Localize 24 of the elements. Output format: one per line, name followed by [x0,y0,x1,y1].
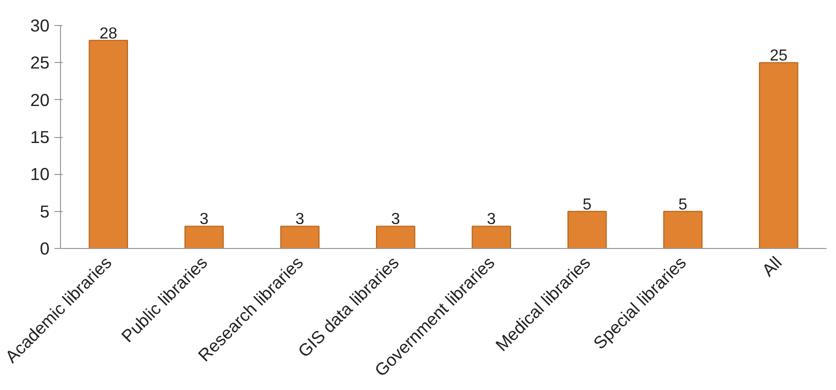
y-tick-label: 30 [30,16,50,36]
y-tick-label: 10 [30,164,50,184]
bar [376,226,416,248]
y-tick-label: 15 [30,127,50,147]
bar [758,62,798,248]
data-label: 5 [582,196,592,214]
data-label: 3 [391,211,400,228]
data-label: 3 [486,211,496,228]
data-label: 3 [295,211,304,228]
bar [663,210,703,248]
y-tick-label: 5 [40,201,50,222]
bar [88,40,128,248]
data-label: 3 [200,211,209,228]
data-label: 25 [770,48,788,65]
y-tick-label: 25 [30,52,50,73]
bar [567,210,607,248]
data-label: 5 [678,196,688,214]
bar [184,226,224,248]
bar [280,226,320,248]
y-tick-label: 20 [30,90,50,110]
x-tick-label: All [758,252,786,280]
data-label: 28 [99,25,118,42]
y-tick-label: 0 [40,238,50,258]
bar [472,226,512,248]
